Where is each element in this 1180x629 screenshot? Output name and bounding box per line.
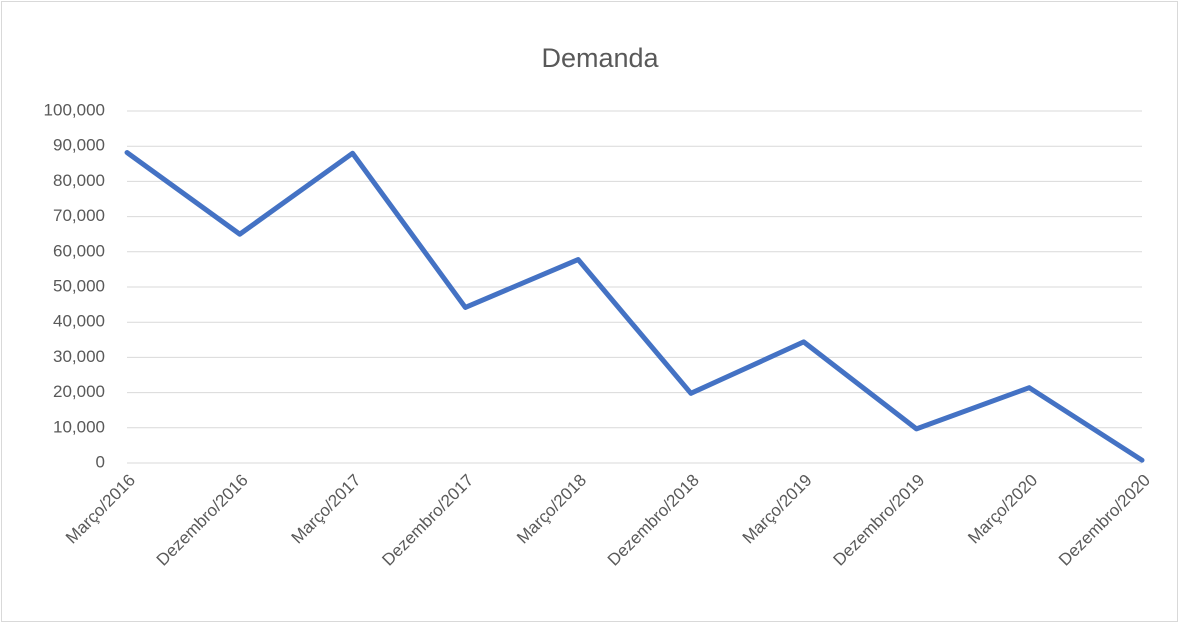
y-tick-label: 80,000 xyxy=(53,171,105,190)
y-tick-label: 0 xyxy=(96,452,105,471)
y-tick-label: 60,000 xyxy=(53,241,105,260)
y-tick-label: 70,000 xyxy=(53,206,105,225)
y-tick-label: 100,000 xyxy=(44,100,105,119)
y-tick-label: 10,000 xyxy=(53,417,105,436)
y-tick-label: 40,000 xyxy=(53,312,105,331)
chart-title: Demanda xyxy=(541,43,659,73)
line xyxy=(124,150,1145,463)
y-tick-label: 90,000 xyxy=(53,136,105,155)
y-tick-label: 20,000 xyxy=(53,382,105,401)
y-tick-label: 50,000 xyxy=(53,276,105,295)
y-tick-label: 30,000 xyxy=(53,347,105,366)
